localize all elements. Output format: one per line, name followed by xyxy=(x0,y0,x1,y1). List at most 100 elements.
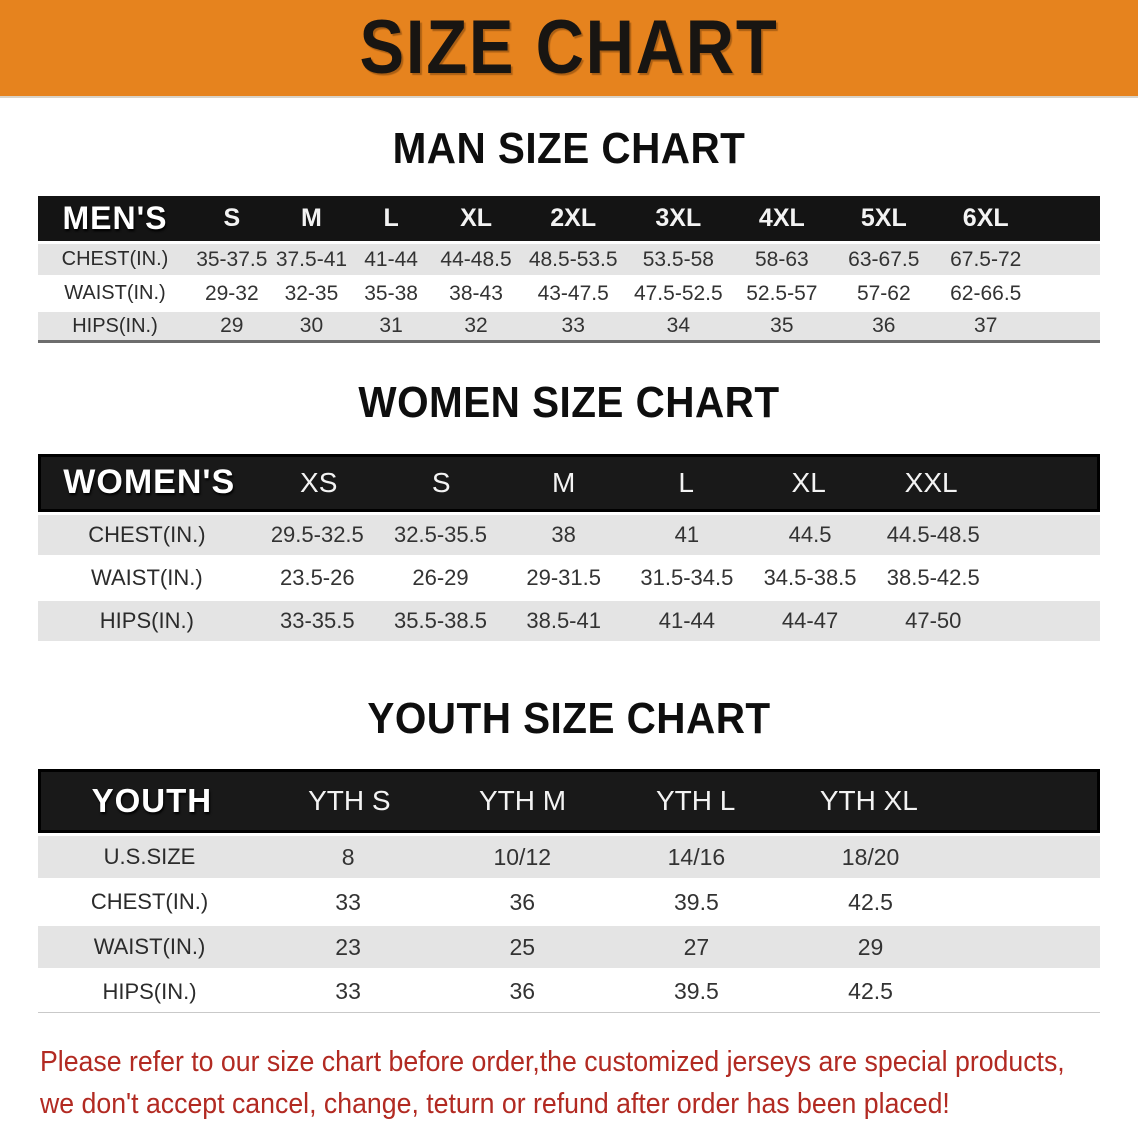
youth-chest-row: CHEST(IN.) 33 36 39.5 42.5 xyxy=(38,881,1100,924)
youth-waist-row: WAIST(IN.) 23 25 27 29 xyxy=(38,926,1100,969)
cell: 31.5-34.5 xyxy=(640,564,734,590)
cell: 39.5 xyxy=(674,978,719,1005)
cell: 37 xyxy=(974,314,998,338)
cell: 25 xyxy=(509,933,536,960)
cell: 43-47.5 xyxy=(537,281,609,305)
row-label: U.S.SIZE xyxy=(103,844,196,870)
cell: 36 xyxy=(872,314,896,338)
men-header-row: MEN'S S M L XL 2XL 3XL 4XL 5XL 6XL xyxy=(38,196,1100,242)
row-label: HIPS(IN.) xyxy=(99,607,194,633)
youth-heading: YOUTH SIZE CHART xyxy=(367,693,771,743)
men-size-header: XL xyxy=(460,204,493,233)
women-chest-row: CHEST(IN.) 29.5-32.5 32.5-35.5 38 41 44.… xyxy=(38,514,1100,555)
women-size-header: M xyxy=(552,466,576,498)
cell: 35 xyxy=(770,314,794,338)
men-size-header: 4XL xyxy=(758,204,805,233)
cell: 23.5-26 xyxy=(279,564,355,590)
cell: 34 xyxy=(666,314,690,338)
cell: 14/16 xyxy=(667,843,726,870)
row-label: CHEST(IN.) xyxy=(88,521,206,547)
youth-size-header: YTH L xyxy=(656,785,736,817)
men-table: MEN'S S M L XL 2XL 3XL 4XL 5XL 6XL CHEST… xyxy=(38,196,1100,344)
banner-title: SIZE CHART xyxy=(359,5,779,90)
cell: 36 xyxy=(509,888,536,915)
women-table: WOMEN'S XS S M L XL XXL CHEST(IN.) 29.5-… xyxy=(38,453,1100,641)
cell: 32.5-35.5 xyxy=(394,521,487,547)
women-size-header: S xyxy=(431,466,451,498)
men-size-header: 2XL xyxy=(550,204,597,233)
women-heading: WOMEN SIZE CHART xyxy=(358,378,780,428)
cell: 38.5-42.5 xyxy=(886,564,980,590)
row-label: HIPS(IN.) xyxy=(72,314,158,337)
men-section: MAN SIZE CHART MEN'S S M L XL 2XL 3XL 4X… xyxy=(0,124,1138,344)
cell: 23 xyxy=(335,933,361,960)
women-header-label: WOMEN'S xyxy=(63,463,236,502)
cell: 33-35.5 xyxy=(279,607,355,633)
cell: 42.5 xyxy=(848,978,893,1005)
row-label: CHEST(IN.) xyxy=(61,248,169,271)
cell: 53.5-58 xyxy=(642,247,714,271)
cell: 58-63 xyxy=(755,247,809,271)
men-size-header: 3XL xyxy=(655,204,702,233)
cell: 41-44 xyxy=(364,247,418,271)
men-header-label: MEN'S xyxy=(62,200,168,237)
cell: 44-47 xyxy=(781,607,839,633)
cell: 10/12 xyxy=(493,843,552,870)
cell: 35.5-38.5 xyxy=(394,607,487,633)
cell: 47-50 xyxy=(905,607,962,633)
cell: 27 xyxy=(683,933,710,960)
women-size-header: XL xyxy=(791,466,826,498)
cell: 33 xyxy=(335,888,361,915)
cell: 29.5-32.5 xyxy=(270,521,364,547)
cell: 31 xyxy=(379,314,403,338)
cell: 44.5 xyxy=(788,521,832,547)
cell: 29 xyxy=(857,933,884,960)
youth-header-row: YOUTH YTH S YTH M YTH L YTH XL xyxy=(38,769,1100,834)
cell: 48.5-53.5 xyxy=(528,247,618,271)
cell: 67.5-72 xyxy=(950,247,1022,271)
cell: 44-48.5 xyxy=(440,247,512,271)
men-size-header: M xyxy=(301,204,322,233)
cell: 63-67.5 xyxy=(848,247,920,271)
youth-size-header: YTH XL xyxy=(819,785,918,817)
cell: 38.5-41 xyxy=(526,607,601,633)
cell: 38-43 xyxy=(449,281,503,305)
men-chest-row: CHEST(IN.) 35-37.5 37.5-41 41-44 44-48.5… xyxy=(38,244,1100,276)
women-size-header: XXL xyxy=(904,466,958,498)
cell: 41 xyxy=(674,521,700,547)
disclaimer-line-2: we don't accept cancel, change, teturn o… xyxy=(40,1088,950,1121)
cell: 35-38 xyxy=(364,281,418,305)
women-header-row: WOMEN'S XS S M L XL XXL xyxy=(38,453,1100,512)
cell: 44.5-48.5 xyxy=(886,521,980,547)
men-size-header: S xyxy=(223,204,241,233)
women-waist-row: WAIST(IN.) 23.5-26 26-29 29-31.5 31.5-34… xyxy=(38,557,1100,598)
banner: SIZE CHART xyxy=(0,0,1138,98)
cell: 34.5-38.5 xyxy=(763,564,857,590)
women-size-header: XS xyxy=(300,466,338,498)
cell: 29-32 xyxy=(204,281,259,305)
cell: 26-29 xyxy=(412,564,469,590)
cell: 38 xyxy=(551,521,576,547)
cell: 33 xyxy=(561,314,585,338)
cell: 52.5-57 xyxy=(746,281,818,305)
youth-size-header: YTH M xyxy=(478,785,567,817)
youth-ussize-row: U.S.SIZE 8 10/12 14/16 18/20 xyxy=(38,836,1100,879)
cell: 32 xyxy=(464,314,488,338)
cell: 39.5 xyxy=(674,888,719,915)
row-label: WAIST(IN.) xyxy=(64,282,166,305)
men-size-header: 6XL xyxy=(962,204,1009,233)
cell: 57-62 xyxy=(856,281,911,305)
cell: 35-37.5 xyxy=(196,247,268,271)
cell: 8 xyxy=(341,843,355,870)
cell: 47.5-52.5 xyxy=(633,281,723,305)
youth-header-label: YOUTH xyxy=(91,782,213,820)
youth-size-header: YTH S xyxy=(308,785,391,817)
row-label: HIPS(IN.) xyxy=(102,978,197,1004)
youth-hips-row: HIPS(IN.) 33 36 39.5 42.5 xyxy=(38,971,1100,1014)
cell: 29-31.5 xyxy=(526,564,601,590)
men-hips-row: HIPS(IN.) 29 30 31 32 33 34 35 36 37 xyxy=(38,312,1100,344)
cell: 37.5-41 xyxy=(275,247,348,271)
cell: 30 xyxy=(299,314,324,338)
cell: 42.5 xyxy=(848,888,893,915)
